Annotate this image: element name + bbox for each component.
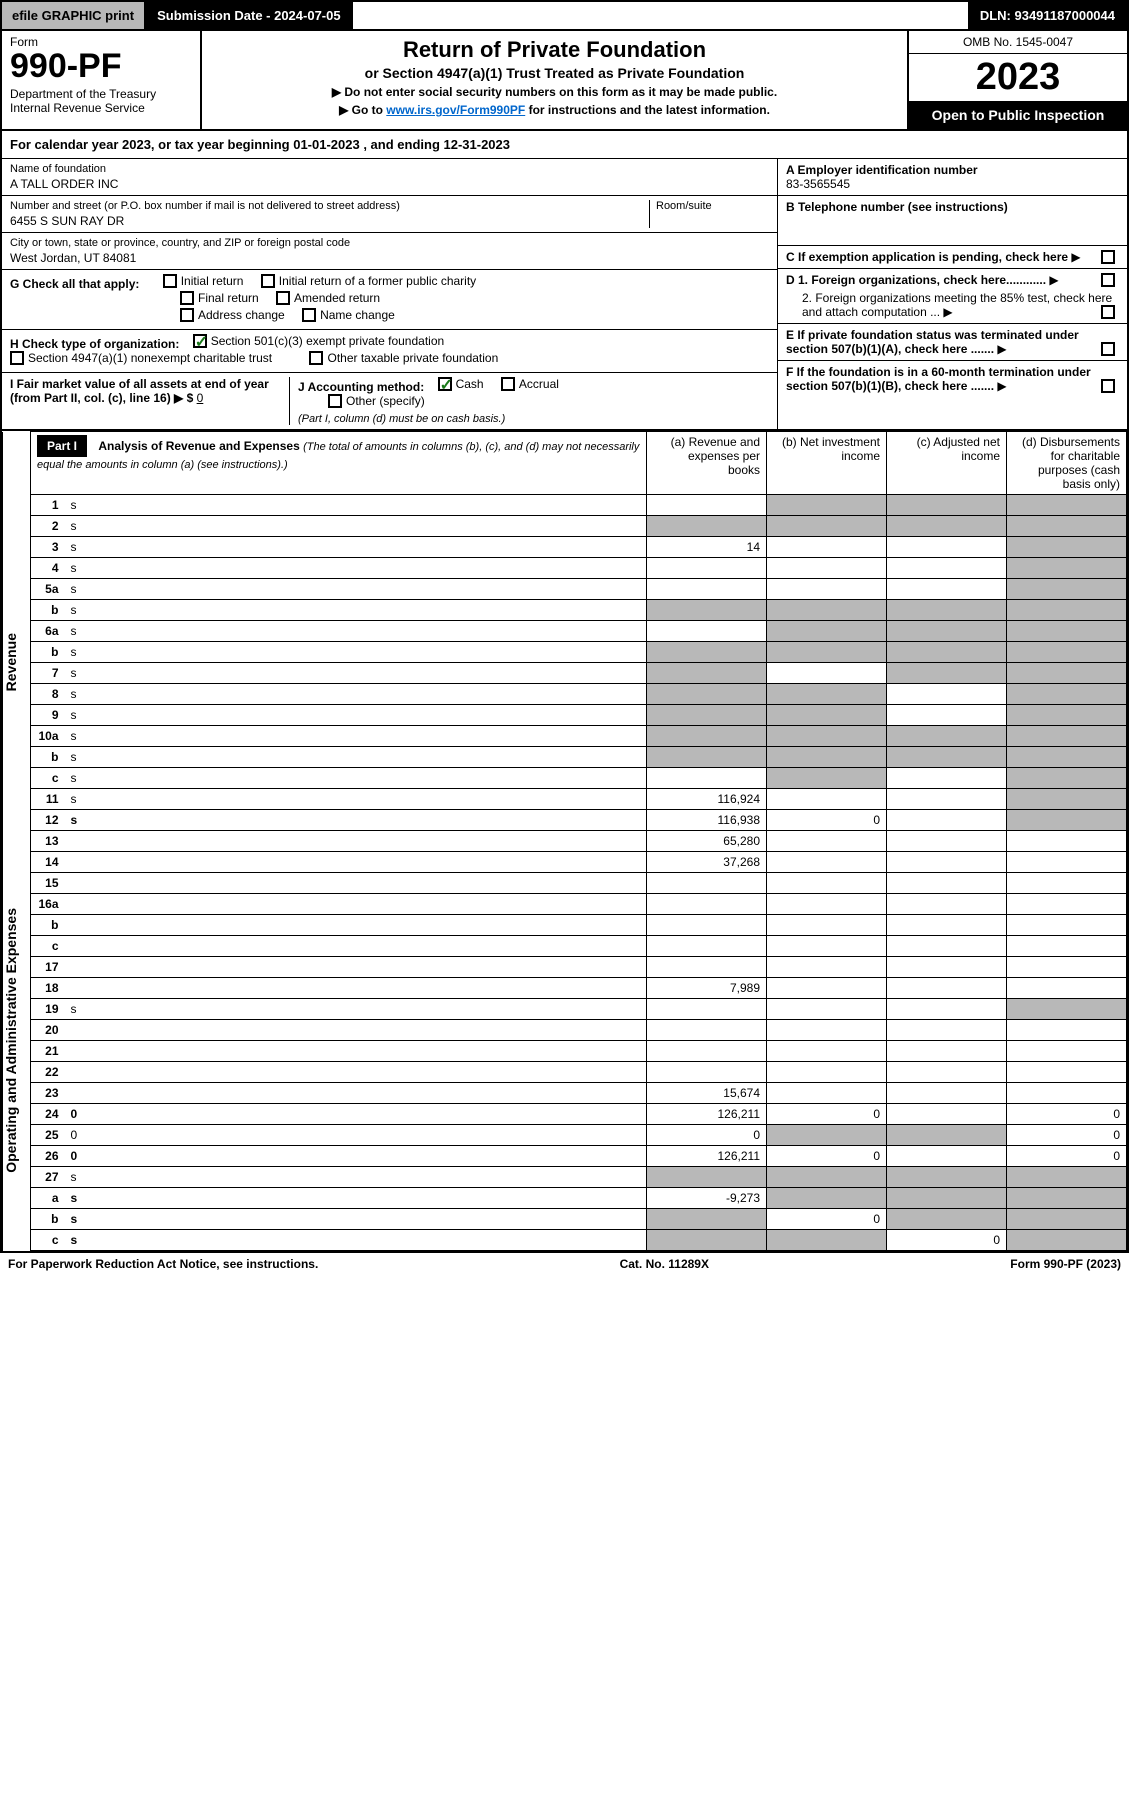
tax-year: 2023	[909, 54, 1127, 101]
col-b-header: (b) Net investment income	[767, 432, 887, 495]
instr1: ▶ Do not enter social security numbers o…	[210, 85, 899, 99]
checkbox-initial[interactable]	[163, 274, 177, 288]
d1-label: D 1. Foreign organizations, check here..…	[786, 273, 1046, 287]
footer-left: For Paperwork Reduction Act Notice, see …	[8, 1257, 318, 1271]
b-label: B Telephone number (see instructions)	[786, 200, 1119, 214]
addr-label: Number and street (or P.O. box number if…	[10, 200, 649, 212]
header: Form 990-PF Department of the Treasury I…	[2, 31, 1127, 131]
e-cell: E If private foundation status was termi…	[778, 324, 1127, 361]
checkbox-name[interactable]	[302, 308, 316, 322]
instr2: ▶ Go to www.irs.gov/Form990PF for instru…	[210, 103, 899, 117]
h-label: H Check type of organization:	[10, 337, 179, 351]
checkbox-d2[interactable]	[1101, 305, 1115, 319]
form-number: 990-PF	[10, 49, 192, 83]
checkbox-c[interactable]	[1101, 250, 1115, 264]
phone-cell: B Telephone number (see instructions)	[778, 196, 1127, 246]
instr2-suffix: for instructions and the latest informat…	[525, 103, 770, 117]
name-label: Name of foundation	[10, 163, 769, 175]
calendar-year: For calendar year 2023, or tax year begi…	[2, 131, 1127, 159]
checkbox-501c3[interactable]	[193, 334, 207, 348]
addr-value: 6455 S SUN RAY DR	[10, 214, 649, 228]
checkbox-accrual[interactable]	[501, 377, 515, 391]
info-left: Name of foundation A TALL ORDER INC Numb…	[2, 159, 777, 429]
dept: Department of the Treasury	[10, 87, 192, 101]
header-left: Form 990-PF Department of the Treasury I…	[2, 31, 202, 129]
room-label: Room/suite	[656, 200, 769, 212]
j-note: (Part I, column (d) must be on cash basi…	[298, 413, 505, 425]
part1-table: Part I Analysis of Revenue and Expenses …	[2, 431, 1127, 1251]
c-cell: C If exemption application is pending, c…	[778, 246, 1127, 269]
instr2-prefix: ▶ Go to	[339, 103, 386, 117]
instr2-link[interactable]: www.irs.gov/Form990PF	[386, 103, 525, 117]
part1-label: Part I	[37, 435, 87, 457]
g-label: G Check all that apply:	[10, 277, 139, 291]
f-label: F If the foundation is in a 60-month ter…	[786, 365, 1091, 393]
footer: For Paperwork Reduction Act Notice, see …	[0, 1253, 1129, 1275]
city-label: City or town, state or province, country…	[10, 237, 769, 249]
info-right: A Employer identification number 83-3565…	[777, 159, 1127, 429]
checkbox-e[interactable]	[1101, 342, 1115, 356]
foundation-name-cell: Name of foundation A TALL ORDER INC	[2, 159, 777, 196]
checkbox-cash[interactable]	[438, 377, 452, 391]
subtitle: or Section 4947(a)(1) Trust Treated as P…	[210, 65, 899, 81]
col-a-header: (a) Revenue and expenses per books	[647, 432, 767, 495]
part1-title: Analysis of Revenue and Expenses	[98, 439, 299, 453]
j-label: J Accounting method:	[298, 380, 424, 394]
g-row: G Check all that apply: Initial return I…	[2, 270, 777, 330]
e-label: E If private foundation status was termi…	[786, 328, 1079, 356]
f-cell: F If the foundation is in a 60-month ter…	[778, 361, 1127, 397]
header-right: OMB No. 1545-0047 2023 Open to Public In…	[907, 31, 1127, 129]
header-center: Return of Private Foundation or Section …	[202, 31, 907, 129]
address-cell: Number and street (or P.O. box number if…	[2, 196, 777, 233]
c-label: C If exemption application is pending, c…	[786, 250, 1068, 264]
h-row: H Check type of organization: Section 50…	[2, 330, 777, 373]
footer-right: Form 990-PF (2023)	[1010, 1257, 1121, 1271]
dln: DLN: 93491187000044	[968, 2, 1127, 29]
col-d-header: (d) Disbursements for charitable purpose…	[1007, 432, 1127, 495]
ein-cell: A Employer identification number 83-3565…	[778, 159, 1127, 196]
omb: OMB No. 1545-0047	[909, 31, 1127, 54]
d2-label: 2. Foreign organizations meeting the 85%…	[802, 291, 1112, 319]
name-value: A TALL ORDER INC	[10, 177, 769, 191]
topbar-left: efile GRAPHIC print Submission Date - 20…	[2, 2, 353, 29]
col-c-header: (c) Adjusted net income	[887, 432, 1007, 495]
title: Return of Private Foundation	[210, 37, 899, 63]
a-value: 83-3565545	[786, 177, 1119, 191]
irs: Internal Revenue Service	[10, 101, 192, 115]
i-label: I Fair market value of all assets at end…	[10, 377, 269, 405]
info-grid: Name of foundation A TALL ORDER INC Numb…	[2, 159, 1127, 431]
city-value: West Jordan, UT 84081	[10, 251, 769, 265]
open-public: Open to Public Inspection	[909, 101, 1127, 129]
submission-date: Submission Date - 2024-07-05	[145, 2, 353, 29]
checkbox-amended[interactable]	[276, 291, 290, 305]
i-value: 0	[197, 391, 204, 405]
checkbox-d1[interactable]	[1101, 273, 1115, 287]
d-cell: D 1. Foreign organizations, check here..…	[778, 269, 1127, 324]
checkbox-f[interactable]	[1101, 379, 1115, 393]
topbar: efile GRAPHIC print Submission Date - 20…	[2, 2, 1127, 31]
form-wrapper: efile GRAPHIC print Submission Date - 20…	[0, 0, 1129, 1253]
checkbox-initial-former[interactable]	[261, 274, 275, 288]
a-label: A Employer identification number	[786, 163, 1119, 177]
efile-label: efile GRAPHIC print	[2, 2, 145, 29]
checkbox-4947[interactable]	[10, 351, 24, 365]
city-cell: City or town, state or province, country…	[2, 233, 777, 270]
checkbox-address[interactable]	[180, 308, 194, 322]
footer-center: Cat. No. 11289X	[620, 1257, 709, 1271]
checkbox-other-taxable[interactable]	[309, 351, 323, 365]
ij-row: I Fair market value of all assets at end…	[2, 373, 777, 429]
checkbox-final[interactable]	[180, 291, 194, 305]
checkbox-other-method[interactable]	[328, 394, 342, 408]
